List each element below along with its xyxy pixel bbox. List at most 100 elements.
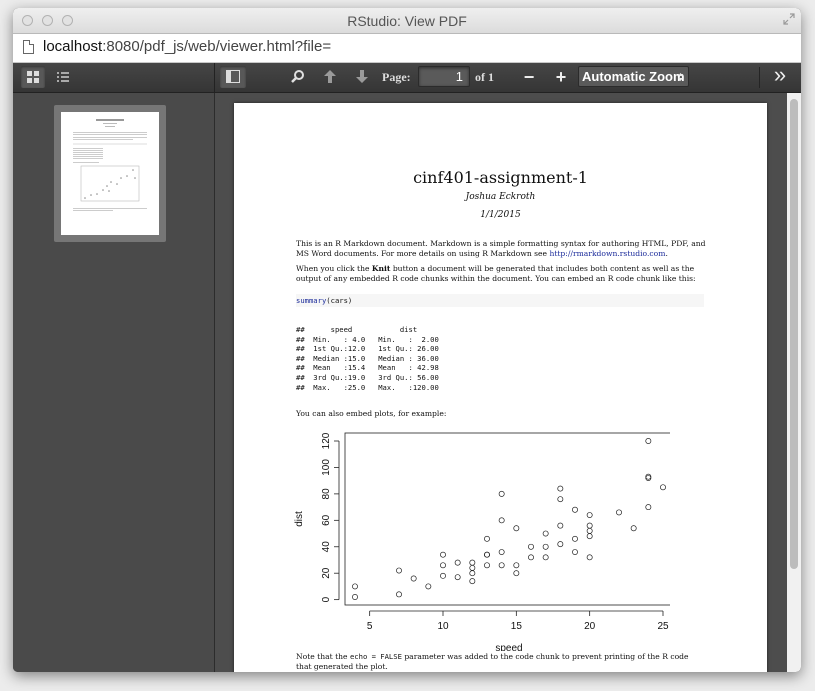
y-tick-label: 20 (321, 567, 332, 579)
x-tick-label: 10 (437, 621, 449, 632)
close-window-button[interactable] (22, 15, 33, 26)
thumbnail-preview (73, 119, 147, 211)
data-point (645, 504, 652, 511)
data-point (498, 562, 505, 569)
find-button[interactable] (285, 66, 309, 88)
pdf-page: cinf401-assignment-1 Joshua Eckroth 1/1/… (234, 103, 767, 672)
data-point (396, 591, 402, 598)
fullscreen-icon[interactable] (782, 12, 796, 26)
address-bar[interactable]: localhost:8080/pdf_js/web/viewer.html?fi… (13, 34, 801, 63)
output-line: ## Mean :15.4 Mean : 42.98 (296, 363, 448, 373)
data-point (557, 485, 564, 492)
data-point (396, 567, 402, 574)
y-tick-label: 100 (321, 459, 332, 476)
document-author: Joshua Eckroth (465, 192, 536, 202)
x-tick-label: 20 (584, 621, 596, 632)
scrollbar-thumb[interactable] (790, 99, 798, 569)
zoom-select[interactable]: Automatic Zoom (578, 66, 689, 87)
plots-paragraph: You can also embed plots, for example: (296, 409, 447, 418)
vertical-scrollbar[interactable] (787, 93, 801, 672)
outline-view-button[interactable] (51, 66, 75, 88)
plot-frame (344, 432, 670, 606)
data-point (528, 554, 534, 561)
data-point (352, 583, 358, 590)
data-point (557, 522, 564, 529)
toggle-sidebar-button[interactable] (220, 66, 246, 88)
intro-paragraph: This is an R Markdown document. Markdown… (296, 239, 706, 258)
data-point (469, 570, 476, 577)
y-tick-label: 40 (321, 541, 332, 553)
code-chunk: summary(cars) (296, 294, 704, 307)
search-icon (290, 70, 304, 83)
data-point (557, 496, 564, 503)
minimize-window-button[interactable] (42, 15, 53, 26)
data-point (498, 490, 505, 497)
output-line: ## speed dist (296, 325, 448, 334)
x-axis-title: speed (495, 643, 522, 651)
data-point (586, 512, 593, 518)
data-point (586, 554, 593, 561)
page-number-input[interactable]: 1 (418, 66, 470, 87)
y-tick-label: 120 (321, 432, 332, 449)
zoom-window-button[interactable] (62, 15, 73, 26)
list-icon (57, 72, 69, 82)
data-point (542, 554, 549, 561)
data-point (469, 578, 476, 585)
data-point (425, 583, 432, 590)
arrow-up-icon (324, 70, 336, 83)
knit-paragraph: When you click the Knit button a documen… (296, 264, 696, 283)
data-point (352, 594, 358, 600)
select-arrows-icon (678, 73, 683, 81)
previous-page-button[interactable] (319, 66, 341, 88)
page-count: of 1 (475, 70, 494, 84)
data-point (572, 549, 578, 556)
data-point (645, 473, 652, 480)
output-line: ## Max. :25.0 Max. :120.00 (296, 382, 448, 392)
pdf-toolbar: Page: 1 of 1 − + Automatic Zoom » (13, 63, 801, 93)
page-label: Page: (382, 70, 411, 84)
data-point (513, 562, 520, 569)
data-point (630, 525, 637, 532)
document-date: 1/1/2015 (480, 210, 521, 220)
data-point (645, 475, 652, 481)
y-tick-label: 0 (321, 596, 332, 602)
data-point (586, 527, 593, 534)
data-point (484, 551, 490, 558)
viewer-container[interactable]: cinf401-assignment-1 Joshua Eckroth 1/1/… (215, 93, 801, 672)
x-tick-label: 5 (367, 621, 373, 632)
data-point (542, 530, 549, 537)
data-point (660, 484, 666, 491)
data-point (616, 509, 622, 516)
data-point (410, 575, 417, 582)
x-tick-label: 25 (657, 621, 669, 632)
grid-icon (27, 71, 39, 83)
thumbnail-view-button[interactable] (21, 66, 45, 88)
data-point (498, 517, 505, 524)
document-title: cinf401-assignment-1 (413, 168, 588, 187)
zoom-in-button[interactable]: + (555, 67, 567, 87)
data-point (557, 541, 564, 548)
output-line: ## Min. : 4.0 Min. : 2.00 (296, 334, 448, 344)
scatter-plot: 5 10 15 20 25 0 20 40 60 80 100 120 speed dist (294, 432, 670, 651)
data-point (572, 535, 578, 542)
sidebar-toolbar (13, 63, 215, 92)
output-line: ## 1st Qu.:12.0 1st Qu.: 26.00 (296, 344, 448, 354)
data-point (586, 533, 593, 540)
rmarkdown-link[interactable]: http://rmarkdown.rstudio.com (549, 248, 666, 258)
y-axis-title: dist (294, 511, 305, 527)
data-point (528, 543, 534, 550)
tools-button[interactable]: » (773, 62, 787, 87)
title-bar: RStudio: View PDF (13, 8, 801, 34)
data-point (440, 562, 446, 569)
page-thumbnail[interactable] (61, 112, 159, 235)
zoom-out-button[interactable]: − (523, 67, 535, 87)
y-tick-label: 60 (321, 514, 332, 526)
data-point (484, 562, 490, 569)
url-text[interactable]: localhost:8080/pdf_js/web/viewer.html?fi… (43, 38, 332, 55)
next-page-button[interactable] (351, 66, 373, 88)
window-title: RStudio: View PDF (347, 13, 467, 29)
thumbnail-sidebar (13, 93, 215, 672)
arrow-down-icon (356, 70, 368, 83)
document-icon (23, 40, 34, 54)
sidebar-toggle-icon (226, 70, 240, 83)
